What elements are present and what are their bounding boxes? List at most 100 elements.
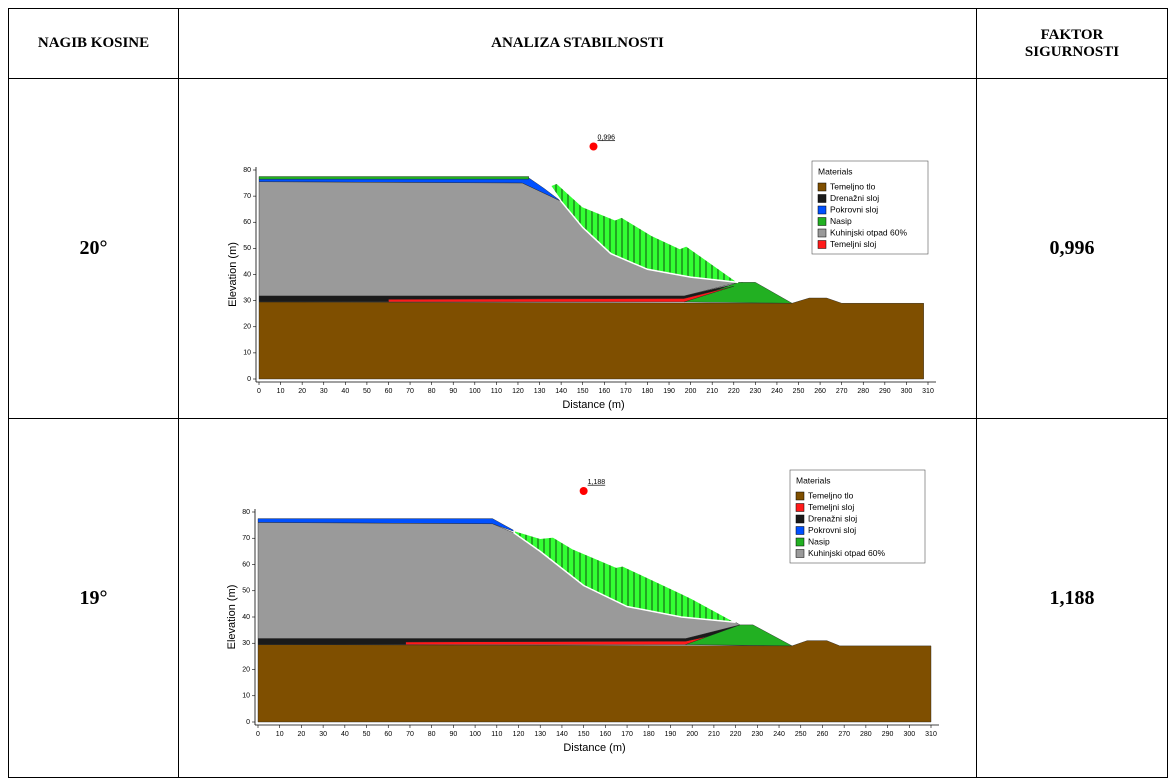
material-region [388, 286, 734, 303]
x-tick-label: 100 [469, 388, 481, 395]
x-tick-label: 190 [663, 388, 675, 395]
legend-swatch [795, 503, 805, 512]
legend-label: Temeljno tlo [830, 181, 876, 191]
legend-swatch [795, 537, 805, 547]
slip-center-label: 0,996 [598, 134, 616, 141]
y-axis-label: Elevation (m) [227, 242, 239, 307]
x-tick-label: 80 [428, 731, 436, 738]
x-tick-label: 170 [621, 731, 633, 738]
legend-swatch [795, 526, 805, 535]
material-region [257, 522, 741, 639]
y-tick-label: 70 [242, 535, 250, 542]
x-tick-label: 110 [491, 731, 502, 738]
x-tick-label: 220 [730, 731, 742, 738]
legend-label: Pokrovni sloj [808, 525, 856, 535]
material-region [685, 624, 793, 647]
slip-center [579, 487, 588, 495]
x-tick-label: 60 [385, 388, 393, 395]
x-tick-label: 50 [363, 388, 371, 395]
legend-label: Nasip [830, 216, 852, 226]
legend-swatch [817, 205, 827, 215]
y-tick-label: 70 [243, 193, 251, 200]
x-tick-label: 220 [728, 388, 740, 395]
x-axis-label: Distance (m) [563, 742, 625, 754]
x-tick-label: 70 [406, 731, 414, 738]
legend-title: Materials [818, 166, 852, 176]
y-tick-label: 40 [242, 614, 250, 621]
x-tick-label: 300 [903, 731, 915, 738]
x-tick-label: 120 [513, 731, 525, 738]
slip-center [589, 142, 598, 151]
x-tick-label: 210 [708, 731, 720, 738]
legend-label: Pokrovni sloj [830, 204, 878, 214]
x-tick-label: 260 [817, 731, 829, 738]
x-tick-label: 160 [600, 731, 612, 738]
x-tick-label: 240 [771, 388, 783, 395]
y-tick-label: 20 [242, 666, 250, 673]
legend-swatch [795, 514, 805, 524]
material-region [258, 297, 924, 380]
x-tick-label: 90 [449, 731, 457, 738]
x-tick-label: 90 [449, 388, 457, 395]
y-tick-label: 80 [243, 167, 251, 174]
header-cell: ANALIZA STABILNOSTI [178, 8, 977, 79]
legend-box [811, 160, 929, 255]
header-cell: NAGIB KOSINE [8, 8, 179, 79]
x-tick-label: 50 [363, 731, 371, 738]
slip-center-label: 1,188 [588, 479, 606, 486]
x-tick-label: 290 [882, 731, 894, 738]
x-tick-label: 40 [341, 388, 349, 395]
legend-swatch [817, 182, 827, 192]
y-tick-label: 30 [242, 640, 250, 647]
material-region [258, 181, 739, 297]
material-region [258, 176, 529, 180]
legend-swatch [817, 228, 827, 238]
legend-label: Drenažni sloj [808, 513, 857, 523]
y-tick-label: 10 [242, 693, 250, 700]
x-tick-label: 110 [491, 388, 502, 395]
x-tick-label: 200 [685, 388, 697, 395]
y-tick-label: 20 [243, 324, 251, 331]
x-tick-label: 150 [577, 388, 589, 395]
stability-figure: 0 10 20 30 40 50 60 70 80 90 100 110 120 130 140 150 160… [227, 134, 936, 411]
x-tick-label: 40 [341, 731, 349, 738]
y-tick-label: 50 [243, 245, 251, 252]
x-tick-label: 60 [384, 731, 392, 738]
x-tick-label: 240 [773, 731, 785, 738]
legend-label: Drenažni sloj [830, 193, 879, 203]
material-region [257, 640, 932, 723]
x-tick-label: 210 [706, 388, 718, 395]
header-cell: FAKTOR SIGURNOSTI [976, 8, 1168, 79]
x-tick-label: 260 [814, 388, 826, 395]
y-tick-label: 30 [243, 297, 251, 304]
x-tick-label: 10 [276, 731, 284, 738]
legend-swatch [795, 549, 805, 558]
x-tick-label: 250 [795, 731, 807, 738]
slope-cell: 20° [8, 78, 179, 419]
factor-cell: 0,996 [976, 78, 1168, 419]
y-tick-label: 50 [242, 588, 250, 595]
x-tick-label: 160 [598, 388, 610, 395]
x-tick-label: 130 [534, 731, 546, 738]
y-tick-label: 80 [242, 509, 250, 516]
x-tick-label: 280 [860, 731, 872, 738]
x-tick-label: 0 [256, 731, 260, 738]
legend-box [789, 469, 926, 564]
y-axis-label: Elevation (m) [226, 585, 238, 650]
x-tick-label: 140 [555, 388, 567, 395]
legend-label: Temeljni sloj [808, 502, 854, 512]
x-tick-label: 310 [922, 388, 934, 395]
y-tick-label: 0 [247, 376, 251, 383]
y-tick-label: 60 [243, 219, 251, 226]
x-tick-label: 20 [298, 731, 306, 738]
x-tick-label: 270 [836, 388, 848, 395]
y-tick-label: 10 [243, 350, 251, 357]
x-tick-label: 310 [925, 731, 937, 738]
x-tick-label: 10 [277, 388, 285, 395]
x-tick-label: 230 [751, 731, 763, 738]
x-tick-label: 250 [793, 388, 805, 395]
legend-label: Kuhinjski otpad 60% [808, 548, 885, 558]
x-tick-label: 270 [838, 731, 850, 738]
factor-cell: 1,188 [976, 418, 1168, 778]
